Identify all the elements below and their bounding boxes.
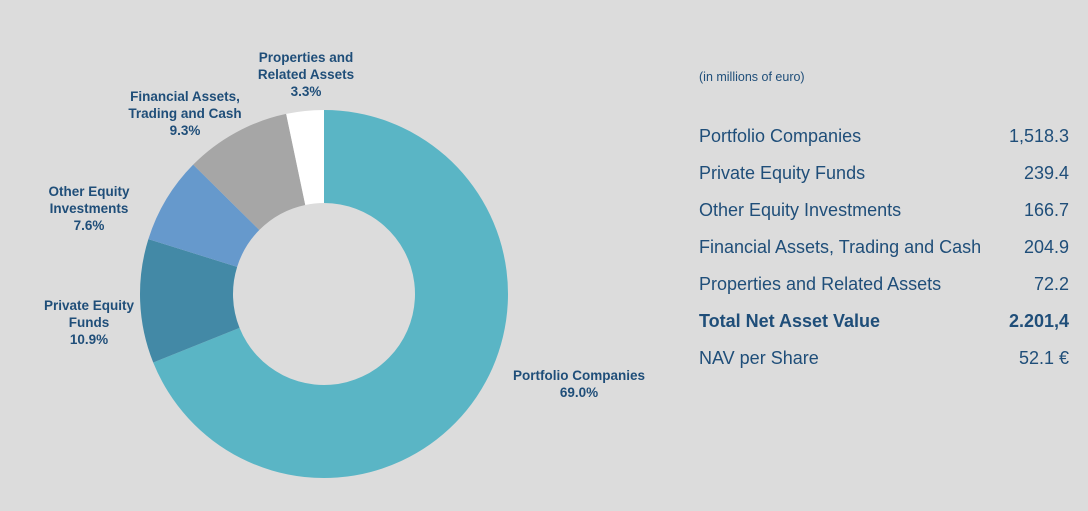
label-percent: 69.0% <box>559 385 599 400</box>
table-row: Financial Assets, Trading and Cash 204.9 <box>699 229 1069 266</box>
row-label: Total Net Asset Value <box>699 311 881 331</box>
table-row: Other Equity Investments 166.7 <box>699 192 1069 229</box>
donut-slice-2 <box>148 164 260 267</box>
label-properties: Properties and Related Assets 3.3% <box>258 49 354 100</box>
row-label: Properties and Related Assets <box>699 274 942 294</box>
label-percent: 10.9% <box>69 332 109 347</box>
label-percent: 7.6% <box>73 218 105 233</box>
row-value: 2.201,4 <box>1008 311 1069 331</box>
donut-chart <box>139 110 508 478</box>
row-value: 239.4 <box>1023 163 1069 183</box>
label-portfolio-companies: Portfolio Companies 69.0% <box>513 367 645 401</box>
label-financial-assets: Financial Assets, Trading and Cash 9.3% <box>128 88 241 139</box>
table-row-nav-per-share: NAV per Share 52.1 € <box>699 340 1069 377</box>
row-label: Other Equity Investments <box>699 200 902 220</box>
row-label: NAV per Share <box>699 348 819 368</box>
donut-slice-3 <box>193 113 306 231</box>
label-percent: 9.3% <box>169 123 201 138</box>
donut-slice-4 <box>286 110 324 205</box>
label-name: Financial Assets, Trading and Cash <box>128 89 242 121</box>
label-private-equity-funds: Private Equity Funds 10.9% <box>44 297 134 348</box>
label-name: Private Equity Funds <box>43 298 135 330</box>
label-name: Portfolio Companies <box>512 368 646 383</box>
row-value: 166.7 <box>1023 200 1069 220</box>
row-value: 52.1 € <box>1018 348 1069 368</box>
donut-slice-0 <box>153 110 508 478</box>
units-note: (in millions of euro) <box>699 70 805 84</box>
label-name: Properties and Related Assets <box>257 50 355 82</box>
table-row-total: Total Net Asset Value 2.201,4 <box>699 303 1069 340</box>
row-value: 72.2 <box>1033 274 1069 294</box>
table-row: Portfolio Companies 1,518.3 <box>699 118 1069 155</box>
table-row: Properties and Related Assets 72.2 <box>699 266 1069 303</box>
table-row: Private Equity Funds 239.4 <box>699 155 1069 192</box>
label-name: Other Equity Investments <box>48 184 130 216</box>
row-label: Private Equity Funds <box>699 163 866 183</box>
row-value: 204.9 <box>1023 237 1069 257</box>
donut-slice-1 <box>139 239 240 363</box>
row-label: Financial Assets, Trading and Cash <box>699 237 982 257</box>
row-value: 1,518.3 <box>1008 126 1069 146</box>
row-label: Portfolio Companies <box>699 126 862 146</box>
nav-table: Portfolio Companies 1,518.3 Private Equi… <box>699 118 1069 377</box>
label-other-equity-investments: Other Equity Investments 7.6% <box>48 183 129 234</box>
label-percent: 3.3% <box>290 84 322 99</box>
